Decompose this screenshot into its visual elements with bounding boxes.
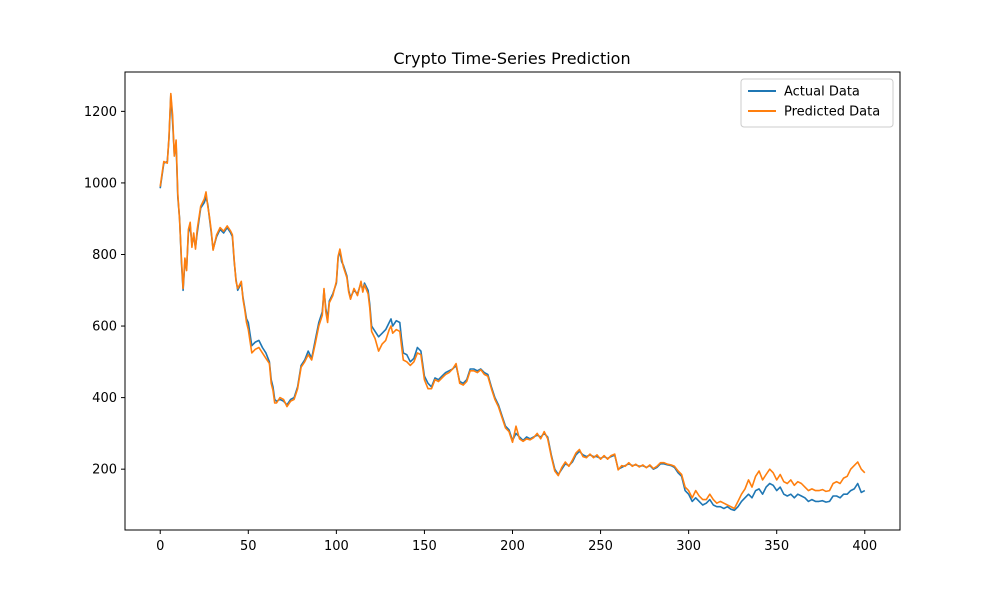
y-axis: 200 400 600 800 1000 1200	[84, 105, 125, 478]
y-tick-label: 400	[92, 391, 117, 406]
y-tick-label: 600	[92, 320, 117, 335]
series-layer	[159, 92, 866, 512]
y-tick-label: 1200	[84, 105, 117, 120]
x-tick-label: 400	[852, 539, 877, 554]
legend-label-predicted: Predicted Data	[784, 105, 880, 120]
x-tick-label: 50	[240, 539, 257, 554]
x-tick-label: 300	[676, 539, 701, 554]
y-tick-label: 1000	[84, 176, 117, 191]
x-tick-label: 0	[156, 539, 164, 554]
x-tick-label: 250	[588, 539, 613, 554]
legend: Actual Data Predicted Data	[740, 78, 894, 128]
x-tick-label: 100	[324, 539, 349, 554]
x-tick-label: 200	[500, 539, 525, 554]
legend-box	[740, 78, 894, 128]
series-line-predicted	[159, 92, 866, 510]
x-axis: 0 50 100 150 200 250 300 350 400	[156, 530, 877, 554]
chart-title: Crypto Time-Series Prediction	[393, 49, 630, 68]
y-tick-label: 800	[92, 248, 117, 263]
x-tick-label: 350	[764, 539, 789, 554]
x-tick-label: 150	[412, 539, 437, 554]
y-tick-label: 200	[92, 463, 117, 478]
legend-label-actual: Actual Data	[784, 85, 860, 100]
